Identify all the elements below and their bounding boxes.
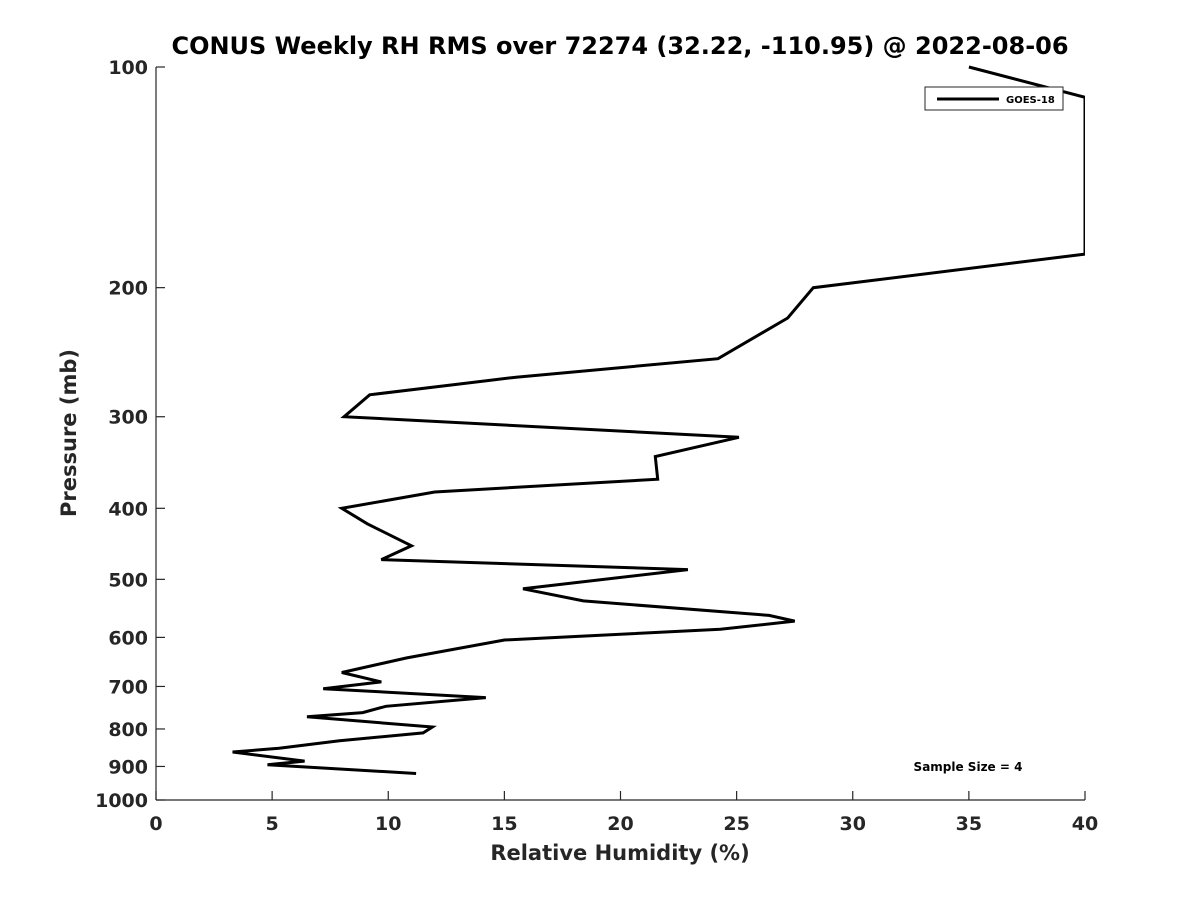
y-tick-label: 300 — [108, 407, 148, 429]
series-layer — [232, 65, 1085, 775]
x-tick-label: 15 — [491, 813, 517, 835]
y-tick-label: 700 — [108, 676, 148, 698]
y-ticks: 100 200 300 400 500 600 700 800 900 1000 — [95, 57, 165, 812]
x-axis-label: Relative Humidity (%) — [490, 841, 749, 865]
x-tick-label: 40 — [1072, 813, 1098, 835]
x-tick-label: 0 — [149, 813, 162, 835]
y-tick-label: 100 — [108, 57, 148, 79]
x-tick-label: 30 — [840, 813, 866, 835]
y-tick-label: 400 — [108, 498, 148, 520]
x-tick-label: 5 — [266, 813, 279, 835]
y-tick-label: 800 — [108, 719, 148, 741]
legend: GOES-18 — [924, 86, 1064, 111]
legend-label: GOES-18 — [1006, 95, 1055, 106]
x-tick-label: 25 — [723, 813, 749, 835]
x-tick-label: 35 — [956, 813, 982, 835]
x-tick-label: 20 — [607, 813, 633, 835]
x-ticks: 0 5 10 15 20 25 30 35 40 — [149, 791, 1098, 835]
y-tick-label: 600 — [108, 627, 148, 649]
y-tick-label: 200 — [108, 278, 148, 300]
y-tick-label: 1000 — [95, 790, 148, 812]
y-tick-label: 900 — [108, 756, 148, 778]
x-tick-label: 10 — [375, 813, 401, 835]
chart-title: CONUS Weekly RH RMS over 72274 (32.22, -… — [171, 32, 1068, 60]
sample-size-annotation: Sample Size = 4 — [914, 760, 1023, 774]
series-line-goes-18 — [232, 65, 1085, 775]
y-axis-label: Pressure (mb) — [57, 349, 81, 517]
y-tick-label: 500 — [108, 569, 148, 591]
